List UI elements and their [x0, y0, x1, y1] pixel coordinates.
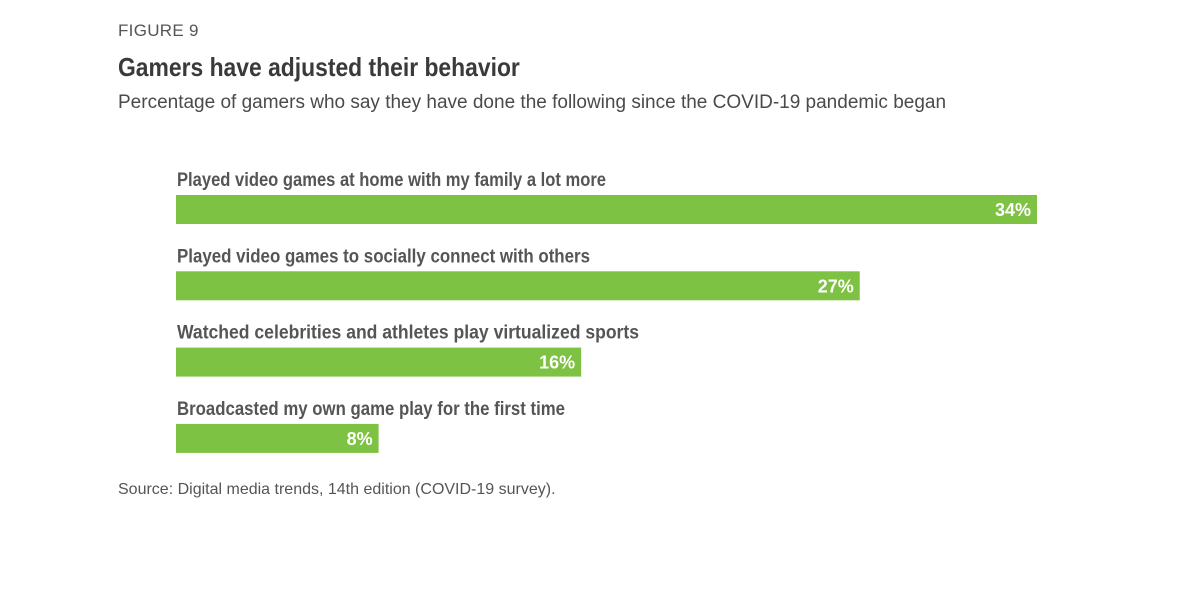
data-label: 34% — [995, 200, 1031, 220]
source-note: Source: Digital media trends, 14th editi… — [118, 481, 556, 498]
bar-group: Played video games at home with my famil… — [176, 170, 1037, 224]
chart-title: Gamers have adjusted their behavior — [118, 52, 520, 82]
category-label: Broadcasted my own game play for the fir… — [177, 399, 565, 420]
bar — [176, 423, 379, 453]
category-label: Watched celebrities and athletes play vi… — [177, 323, 639, 344]
category-label: Played video games at home with my famil… — [177, 170, 606, 191]
chart-subtitle: Percentage of gamers who say they have d… — [118, 92, 947, 113]
bar — [176, 195, 1037, 224]
data-label: 8% — [347, 429, 373, 449]
bar — [176, 271, 860, 301]
data-label: 27% — [818, 276, 854, 296]
figure-label: FIGURE 9 — [118, 21, 199, 40]
category-label: Played video games to socially connect w… — [177, 246, 590, 267]
bar-group: Watched celebrities and athletes play vi… — [176, 323, 639, 377]
bar — [176, 347, 582, 377]
bars-layer: Played video games at home with my famil… — [176, 170, 1037, 453]
bar-group: Played video games to socially connect w… — [176, 246, 860, 301]
data-label: 16% — [539, 353, 575, 373]
bar-group: Broadcasted my own game play for the fir… — [176, 399, 565, 453]
